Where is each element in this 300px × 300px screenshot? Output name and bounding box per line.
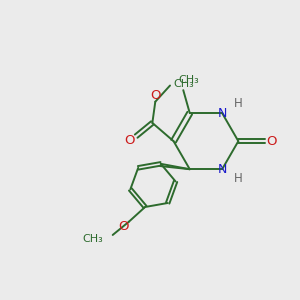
Text: O: O [118, 220, 129, 232]
Text: N: N [218, 106, 227, 120]
Text: O: O [151, 89, 161, 102]
Text: CH₃: CH₃ [173, 79, 194, 89]
Text: CH₃: CH₃ [82, 234, 103, 244]
Text: N: N [218, 163, 227, 176]
Text: H: H [234, 97, 243, 110]
Text: O: O [124, 134, 135, 147]
Text: O: O [266, 135, 277, 148]
Text: CH₃: CH₃ [179, 75, 200, 85]
Text: H: H [234, 172, 243, 185]
